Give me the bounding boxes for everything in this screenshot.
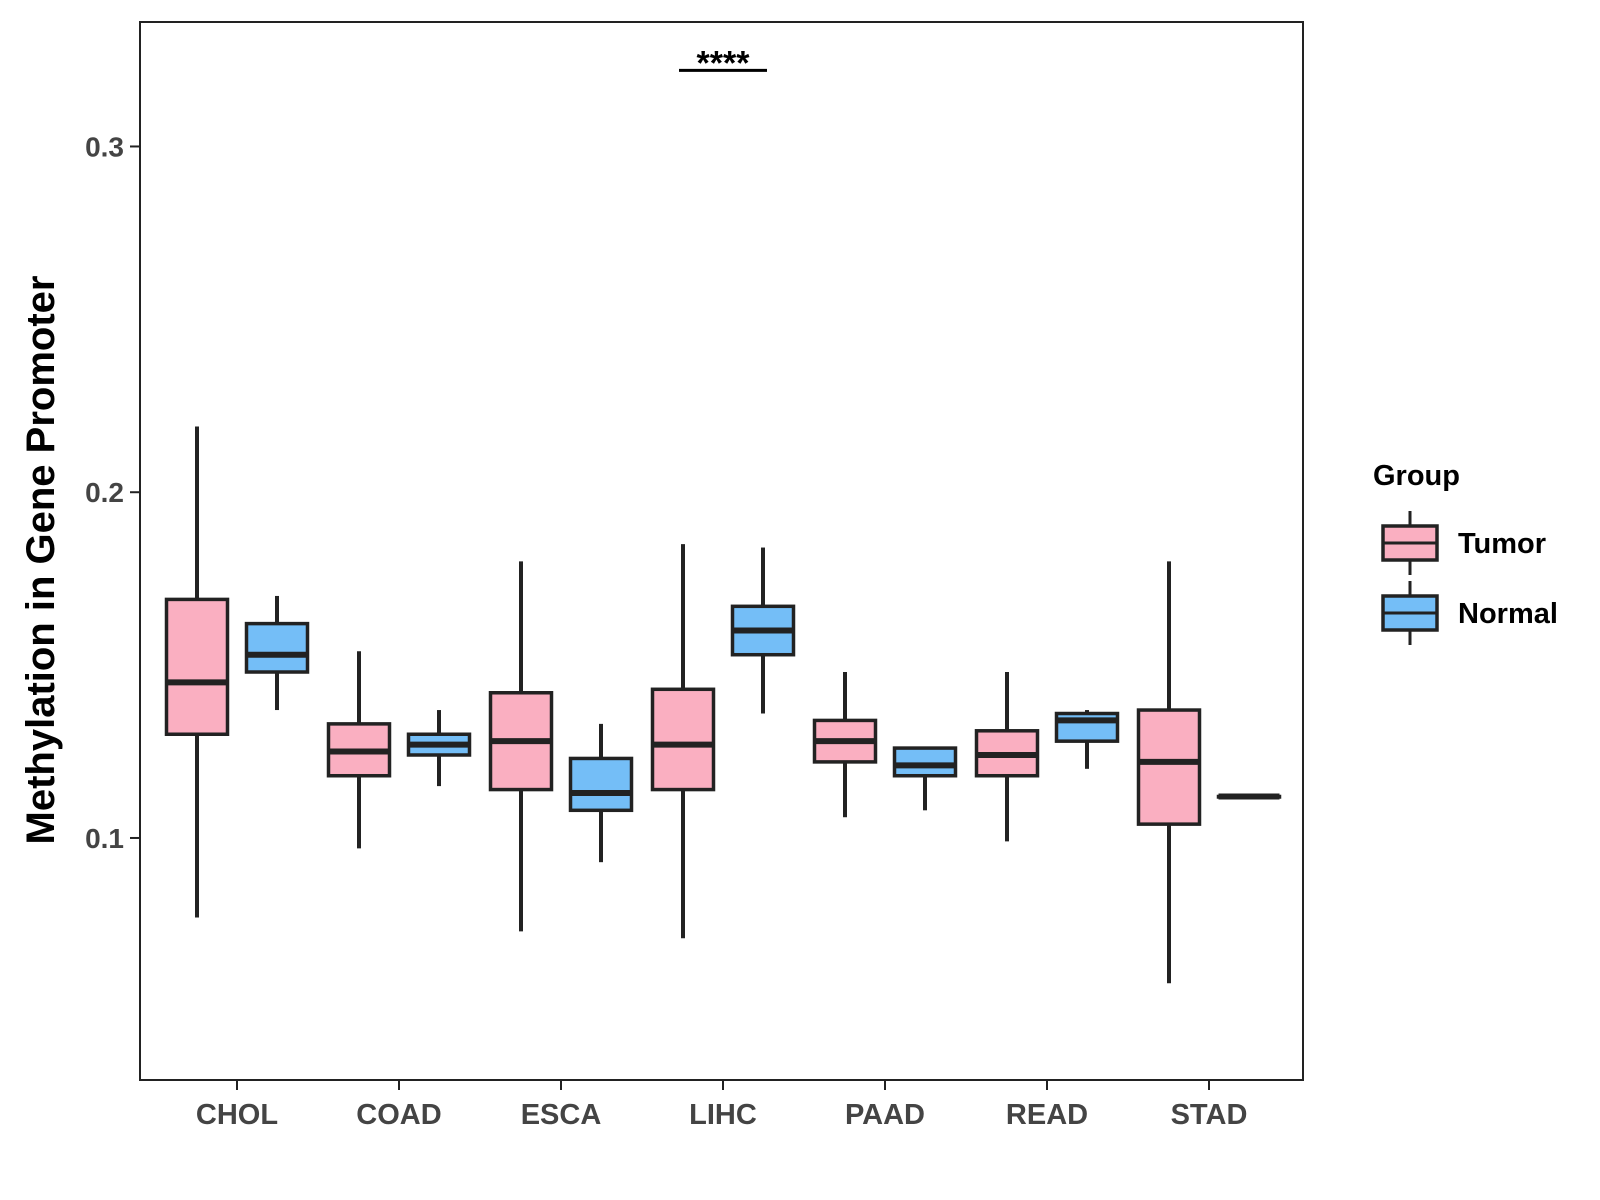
significance-label: **** (697, 44, 751, 82)
x-tick-label: LIHC (689, 1099, 757, 1131)
legend-title: Group (1373, 460, 1460, 492)
y-axis-title: Methylation in Gene Promoter (19, 276, 63, 845)
legend-label: Normal (1458, 598, 1558, 630)
legend-key-tumor (1381, 511, 1439, 575)
box-normal-stad (1216, 793, 1282, 800)
legend-label: Tumor (1458, 528, 1546, 560)
box-tumor-stad (1136, 561, 1202, 984)
x-tick-label: PAAD (845, 1099, 925, 1131)
box-tumor-chol (164, 426, 230, 918)
x-tick-label: STAD (1171, 1099, 1248, 1131)
box-iqr (164, 597, 230, 736)
plot-panel (139, 21, 1304, 1081)
box-iqr (568, 756, 634, 813)
y-tick-label: 0.3 (85, 131, 124, 162)
x-tick-label: READ (1006, 1099, 1088, 1131)
x-tick-label: COAD (356, 1099, 441, 1131)
box-normal-paad (892, 746, 958, 811)
box-tumor-esca (488, 561, 554, 932)
box-iqr (650, 687, 716, 792)
box-tumor-read (974, 672, 1040, 842)
x-axis: CHOL COAD ESCA LIHC PAAD READ STAD (196, 1080, 1247, 1131)
significance-annotations: **** (679, 44, 767, 82)
x-tick-label: ESCA (521, 1099, 602, 1131)
box-normal-esca (568, 723, 634, 863)
box-iqr (892, 746, 958, 778)
box-iqr (244, 621, 310, 674)
box-normal-coad (406, 710, 472, 787)
box-tumor-paad (812, 672, 878, 818)
y-axis: 0.1 0.2 0.3 (85, 131, 140, 854)
box-series (164, 426, 1282, 984)
box-normal-lihc (730, 547, 796, 714)
box-normal-chol (244, 595, 310, 711)
legend: Group Tumor Normal (1373, 460, 1558, 645)
box-tumor-coad (326, 651, 392, 849)
x-tick-label: CHOL (196, 1099, 278, 1131)
legend-key-normal (1381, 581, 1439, 645)
y-tick-label: 0.2 (85, 477, 124, 508)
box-normal-read (1054, 710, 1120, 769)
y-tick-label: 0.1 (85, 823, 124, 854)
box-iqr (1136, 708, 1202, 826)
box-tumor-lihc (650, 544, 716, 939)
